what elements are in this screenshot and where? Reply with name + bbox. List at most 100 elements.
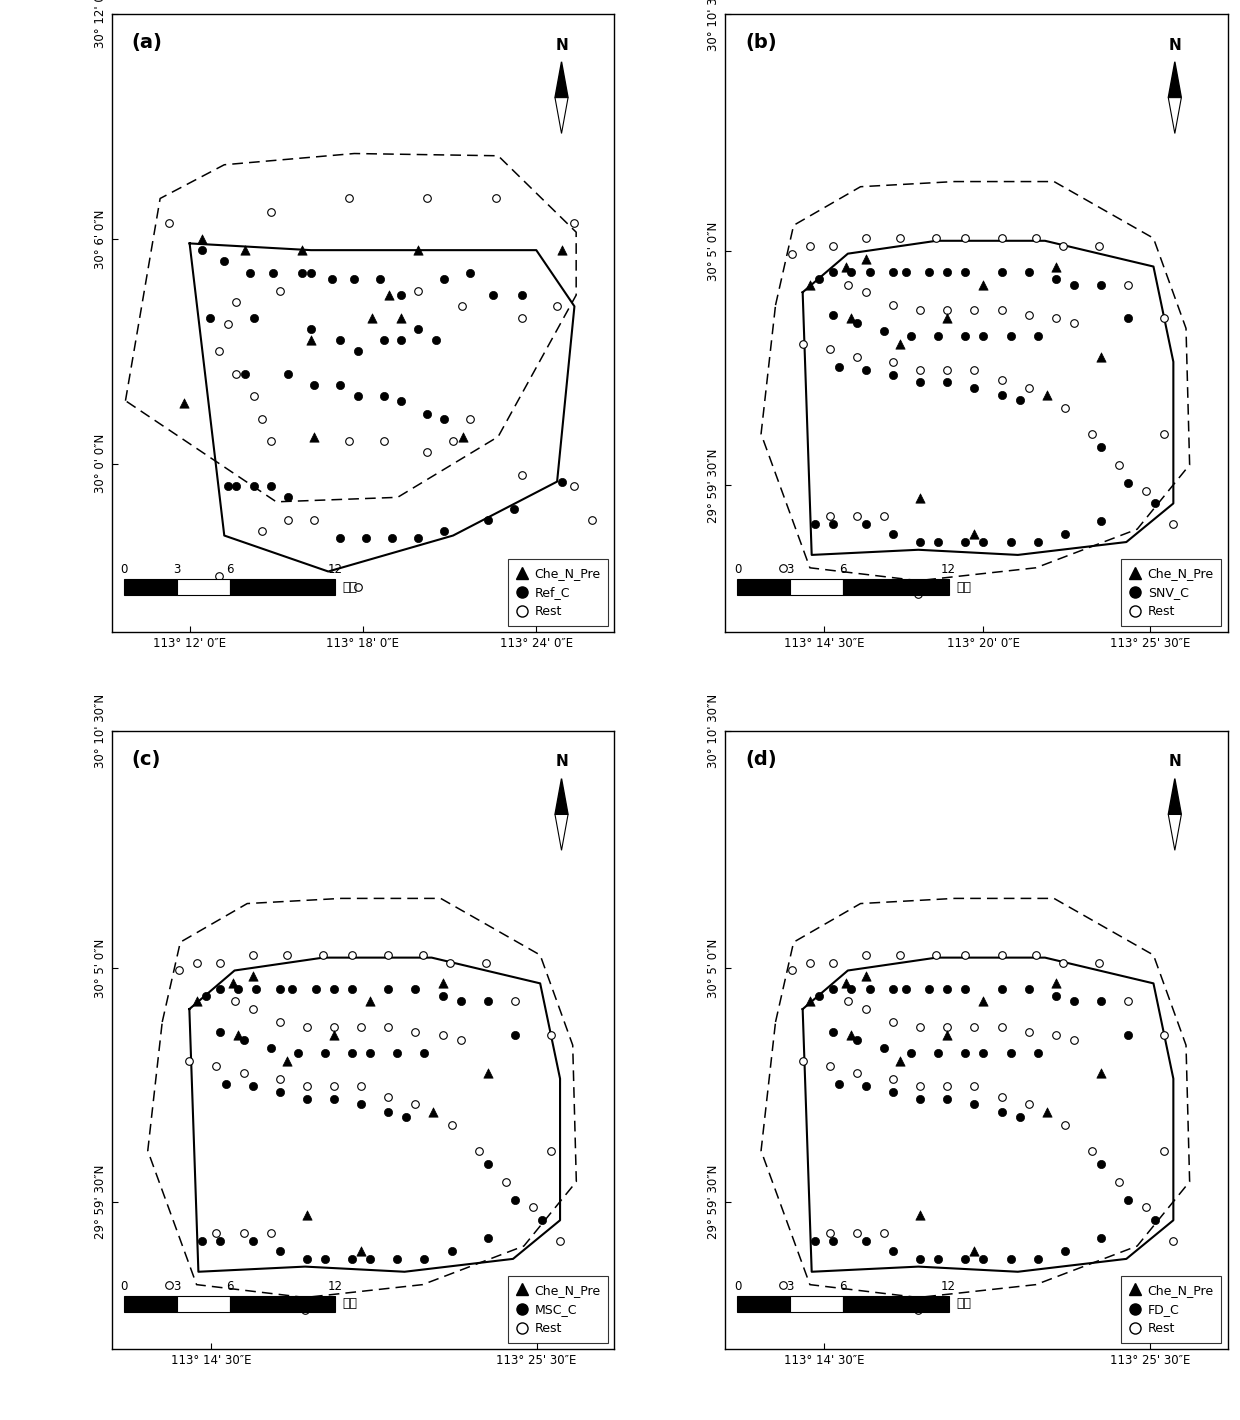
Point (847, 1028, 867, 1051)
Point (460, 408, 480, 430)
Point (201, 307, 221, 329)
Point (1028, 325, 1048, 348)
Bar (790, 579, 843, 595)
Point (973, 531, 993, 554)
Point (378, 1100, 398, 1123)
Point (391, 307, 410, 329)
Point (910, 358, 930, 381)
Point (965, 300, 985, 322)
Point (379, 284, 399, 307)
Point (564, 474, 584, 497)
Point (315, 1248, 335, 1271)
Point (512, 463, 532, 486)
Point (433, 1024, 453, 1047)
Point (387, 1041, 407, 1064)
Point (890, 1049, 910, 1072)
Point (324, 1015, 343, 1038)
Point (847, 345, 867, 368)
Point (351, 1240, 371, 1262)
Point (270, 1240, 290, 1262)
Point (305, 373, 325, 396)
Text: 6: 6 (839, 1279, 847, 1292)
Point (450, 990, 470, 1012)
Point (856, 247, 875, 270)
Text: 12: 12 (941, 562, 956, 577)
Point (460, 261, 480, 284)
Point (1037, 383, 1056, 406)
Text: 千米: 千米 (342, 1298, 358, 1311)
Point (159, 212, 179, 234)
Point (828, 1072, 848, 1095)
Point (270, 1081, 290, 1103)
Text: 6: 6 (226, 1279, 233, 1292)
Point (207, 1055, 227, 1078)
Point (828, 355, 848, 378)
Point (417, 442, 436, 464)
Bar (229, 579, 335, 595)
Point (342, 977, 362, 1000)
Point (1136, 479, 1156, 501)
Point (937, 307, 957, 329)
Point (378, 977, 398, 1000)
Point (180, 1049, 200, 1072)
Point (218, 312, 238, 335)
Point (909, 1299, 929, 1322)
Point (324, 1075, 343, 1098)
Point (451, 295, 471, 318)
Bar (790, 1296, 843, 1312)
Point (1037, 1100, 1056, 1123)
Point (992, 1085, 1012, 1108)
Point (227, 474, 247, 497)
Point (361, 1248, 381, 1271)
Point (836, 973, 856, 995)
Point (356, 527, 376, 550)
Point (883, 977, 903, 1000)
Point (340, 430, 360, 453)
Point (838, 273, 858, 295)
Point (859, 977, 879, 1000)
Point (856, 998, 875, 1021)
Point (1118, 273, 1138, 295)
Point (1163, 513, 1183, 535)
Point (992, 1015, 1012, 1038)
Point (910, 300, 930, 322)
Point (541, 1139, 560, 1162)
Point (408, 527, 428, 550)
Point (244, 307, 264, 329)
Point (301, 261, 321, 284)
Point (856, 1075, 875, 1098)
Point (910, 1015, 930, 1038)
Point (477, 508, 497, 531)
Point (842, 260, 862, 283)
Point (1064, 312, 1084, 335)
Point (486, 187, 506, 210)
Point (1064, 1028, 1084, 1051)
Point (443, 430, 463, 453)
Point (1154, 1024, 1174, 1047)
Point (196, 985, 216, 1008)
Point (253, 408, 273, 430)
Point (773, 557, 792, 579)
Point (965, 1075, 985, 1098)
Point (296, 1204, 316, 1227)
Point (241, 261, 260, 284)
Point (1028, 1041, 1048, 1064)
Point (800, 1291, 820, 1314)
Point (937, 371, 957, 393)
Point (243, 998, 263, 1021)
Point (348, 385, 368, 408)
Point (1045, 307, 1065, 329)
Point (992, 944, 1012, 967)
Point (469, 1139, 489, 1162)
Point (874, 1037, 894, 1059)
Point (331, 527, 351, 550)
Point (823, 1230, 843, 1252)
Point (937, 1088, 957, 1110)
Point (820, 1221, 839, 1244)
Point (847, 506, 867, 528)
Point (1154, 423, 1174, 446)
Point (965, 1240, 985, 1262)
Point (301, 318, 321, 341)
Point (919, 260, 939, 283)
Point (279, 362, 299, 385)
